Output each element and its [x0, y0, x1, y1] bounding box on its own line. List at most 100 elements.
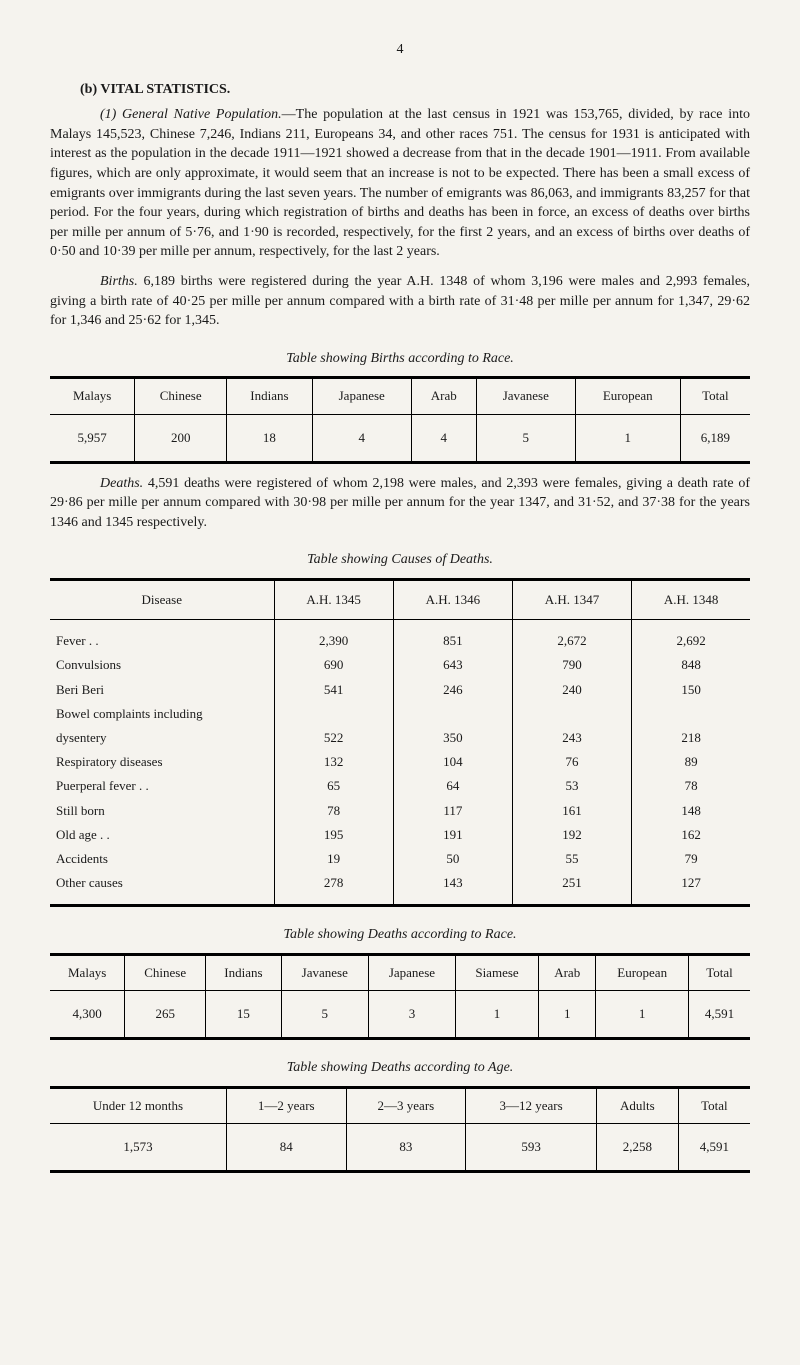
table-cell: 246 [393, 678, 512, 702]
disease-label: Beri Beri [50, 678, 274, 702]
table-cell: 4,300 [50, 991, 125, 1039]
table-cell: 4,591 [688, 991, 750, 1039]
table-header: Chinese [125, 954, 206, 990]
table-header: 3—12 years [466, 1087, 597, 1123]
table-row: Puerperal fever . .65645378 [50, 774, 750, 798]
table-cell: 15 [206, 991, 282, 1039]
table-cell: 192 [512, 823, 631, 847]
table-cell: 243 [512, 726, 631, 750]
table-row: Respiratory diseases1321047689 [50, 750, 750, 774]
births-table: MalaysChineseIndiansJapaneseArabJavanese… [50, 376, 750, 463]
table-row: Old age . .195191192162 [50, 823, 750, 847]
paragraph-3: Deaths. 4,591 deaths were registered of … [50, 474, 750, 533]
table-cell: 240 [512, 678, 631, 702]
table-header: Arab [411, 378, 476, 414]
table-cell: 127 [632, 871, 750, 906]
disease-label: Respiratory diseases [50, 750, 274, 774]
table-cell: 5 [476, 414, 575, 462]
table-cell: 104 [393, 750, 512, 774]
deaths-race-caption: Table showing Deaths according to Race. [50, 925, 750, 945]
table-cell: 218 [632, 726, 750, 750]
table-cell: 132 [274, 750, 393, 774]
table-cell: 1 [596, 991, 689, 1039]
section-heading: (b) VITAL STATISTICS. [80, 80, 750, 100]
table-header: Total [680, 378, 750, 414]
disease-label: Old age . . [50, 823, 274, 847]
table-row: Beri Beri541246240150 [50, 678, 750, 702]
table-cell: 4 [411, 414, 476, 462]
table-cell: 1 [456, 991, 539, 1039]
table-cell: 1 [575, 414, 680, 462]
table-header: 2—3 years [346, 1087, 466, 1123]
para1-lead: (1) General Native Population. [100, 107, 282, 122]
table-cell [632, 702, 750, 726]
table-cell: 848 [632, 653, 750, 677]
table-cell: 78 [274, 799, 393, 823]
table-cell [512, 702, 631, 726]
table-cell: 50 [393, 847, 512, 871]
table-cell: 18 [227, 414, 313, 462]
para3-body: 4,591 deaths were registered of whom 2,1… [50, 476, 750, 530]
table-row: Accidents19505579 [50, 847, 750, 871]
table-cell: 6,189 [680, 414, 750, 462]
table-cell: 117 [393, 799, 512, 823]
table-cell: 83 [346, 1124, 466, 1172]
table-row: Convulsions690643790848 [50, 653, 750, 677]
table-header: A.H. 1345 [274, 580, 393, 620]
disease-label: Puerperal fever . . [50, 774, 274, 798]
table-header: Total [688, 954, 750, 990]
table-cell: 200 [135, 414, 227, 462]
table-cell: 541 [274, 678, 393, 702]
table-cell: 79 [632, 847, 750, 871]
table-cell: 161 [512, 799, 631, 823]
table-cell: 5 [281, 991, 368, 1039]
table-cell: 84 [226, 1124, 346, 1172]
table-cell: 150 [632, 678, 750, 702]
para3-lead: Deaths. [100, 476, 143, 491]
table-cell: 690 [274, 653, 393, 677]
table-cell: 2,692 [632, 620, 750, 654]
table-cell: 4 [312, 414, 411, 462]
paragraph-2: Births. 6,189 births were registered dur… [50, 272, 750, 331]
table-header: Javanese [281, 954, 368, 990]
disease-label: Fever . . [50, 620, 274, 654]
disease-label: Bowel complaints including [50, 702, 274, 726]
table-header: Japanese [368, 954, 455, 990]
table-header: European [575, 378, 680, 414]
deaths-race-table: MalaysChineseIndiansJavaneseJapaneseSiam… [50, 953, 750, 1040]
table-header: European [596, 954, 689, 990]
deaths-age-table: Under 12 months1—2 years2—3 years3—12 ye… [50, 1086, 750, 1173]
disease-label: Convulsions [50, 653, 274, 677]
table-cell: 53 [512, 774, 631, 798]
table-header: Malays [50, 954, 125, 990]
table-header: A.H. 1348 [632, 580, 750, 620]
table-cell: 265 [125, 991, 206, 1039]
table-header: Adults [596, 1087, 678, 1123]
table-header: Under 12 months [50, 1087, 226, 1123]
table-row: Bowel complaints including [50, 702, 750, 726]
table-header: Javanese [476, 378, 575, 414]
table-row: dysentery522350243218 [50, 726, 750, 750]
table-cell: 4,591 [678, 1124, 750, 1172]
para2-lead: Births. [100, 274, 138, 289]
table-cell: 5,957 [50, 414, 135, 462]
births-table-caption: Table showing Births according to Race. [50, 349, 750, 369]
page-number: 4 [50, 40, 750, 60]
table-row: Other causes278143251127 [50, 871, 750, 906]
table-cell: 593 [466, 1124, 597, 1172]
table-cell: 522 [274, 726, 393, 750]
table-cell: 790 [512, 653, 631, 677]
causes-table-caption: Table showing Causes of Deaths. [50, 550, 750, 570]
table-header: Total [678, 1087, 750, 1123]
table-row: Fever . .2,3908512,6722,692 [50, 620, 750, 654]
table-header: Japanese [312, 378, 411, 414]
deaths-age-caption: Table showing Deaths according to Age. [50, 1058, 750, 1078]
table-cell: 162 [632, 823, 750, 847]
table-header: A.H. 1347 [512, 580, 631, 620]
table-header: A.H. 1346 [393, 580, 512, 620]
disease-label: Still born [50, 799, 274, 823]
table-header: 1—2 years [226, 1087, 346, 1123]
table-header: Siamese [456, 954, 539, 990]
table-cell [393, 702, 512, 726]
table-cell: 251 [512, 871, 631, 906]
